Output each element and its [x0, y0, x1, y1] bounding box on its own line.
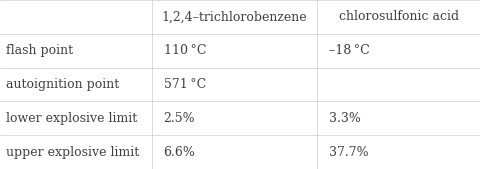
Text: 110 °C: 110 °C	[163, 44, 205, 57]
Text: 2.5%: 2.5%	[163, 112, 195, 125]
Text: 3.3%: 3.3%	[329, 112, 360, 125]
Text: lower explosive limit: lower explosive limit	[6, 112, 137, 125]
Text: 1,2,4–trichlorobenzene: 1,2,4–trichlorobenzene	[161, 10, 307, 23]
Text: flash point: flash point	[6, 44, 73, 57]
Text: chlorosulfonic acid: chlorosulfonic acid	[338, 10, 458, 23]
Text: 571 °C: 571 °C	[163, 78, 205, 91]
Text: 37.7%: 37.7%	[329, 146, 368, 159]
Text: autoignition point: autoignition point	[6, 78, 119, 91]
Text: upper explosive limit: upper explosive limit	[6, 146, 139, 159]
Text: –18 °C: –18 °C	[329, 44, 370, 57]
Text: 6.6%: 6.6%	[163, 146, 195, 159]
